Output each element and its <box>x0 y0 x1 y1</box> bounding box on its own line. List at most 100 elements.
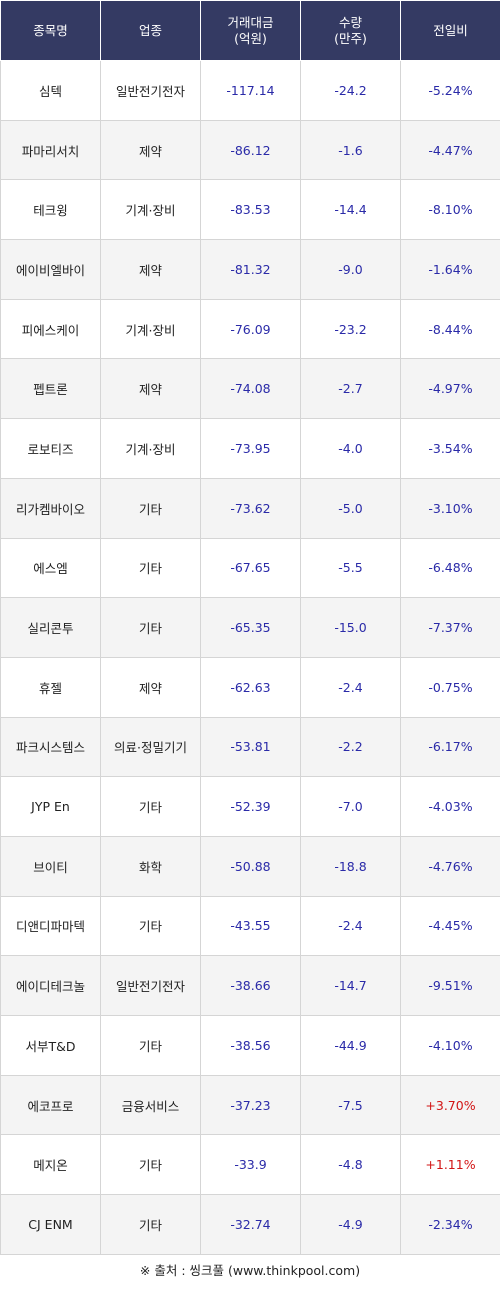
table-row: JYP En 기타 -52.39 -7.0 -4.03% <box>0 776 500 837</box>
change-cell: -3.54% <box>400 418 500 479</box>
amount-cell: -43.55 <box>200 895 301 957</box>
amount-cell: -86.12 <box>200 119 301 181</box>
sector-cell: 기타 <box>100 1134 201 1196</box>
table-row: 에이디테크놀 일반전기전자 -38.66 -14.7 -9.51% <box>0 955 500 1016</box>
volume-cell: -18.8 <box>300 835 401 897</box>
amount-cell: -74.08 <box>200 358 301 420</box>
stock-name-cell: 펩트론 <box>0 358 101 420</box>
volume-cell: -24.2 <box>300 60 401 121</box>
table-row: 리가켐바이오 기타 -73.62 -5.0 -3.10% <box>0 477 500 539</box>
change-cell: -4.03% <box>400 776 500 837</box>
volume-cell: -15.0 <box>300 597 401 658</box>
table-row: 펩트론 제약 -74.08 -2.7 -4.97% <box>0 358 500 420</box>
volume-cell: -4.8 <box>300 1134 401 1196</box>
amount-cell: -67.65 <box>200 537 301 599</box>
change-cell: -0.75% <box>400 656 500 718</box>
sector-cell: 제약 <box>100 656 201 718</box>
stock-name-cell: 디앤디파마텍 <box>0 895 101 957</box>
amount-cell: -73.95 <box>200 418 301 479</box>
table-row: 에스엠 기타 -67.65 -5.5 -6.48% <box>0 537 500 599</box>
volume-cell: -5.5 <box>300 537 401 599</box>
table-row: 심텍 일반전기전자 -117.14 -24.2 -5.24% <box>0 60 500 121</box>
header-amount-line1: 거래대금 <box>227 14 274 30</box>
sector-cell: 제약 <box>100 358 201 420</box>
volume-cell: -2.4 <box>300 895 401 957</box>
table-row: 에코프로 금융서비스 -37.23 -7.5 +3.70% <box>0 1074 500 1136</box>
change-cell: -2.34% <box>400 1194 500 1255</box>
stock-name-cell: 리가켐바이오 <box>0 477 101 539</box>
trading-table: 종목명 업종 거래대금 (억원) 수량 (만주) 전일비 심텍 일반전기전자 -117.… <box>0 0 500 1255</box>
stock-name-cell: 심텍 <box>0 60 101 121</box>
change-cell: +3.70% <box>400 1074 500 1136</box>
amount-cell: -65.35 <box>200 597 301 658</box>
change-cell: -4.76% <box>400 835 500 897</box>
table-row: 피에스케이 기계·장비 -76.09 -23.2 -8.44% <box>0 298 500 360</box>
amount-cell: -50.88 <box>200 835 301 897</box>
volume-cell: -4.0 <box>300 418 401 479</box>
table-row: 실리콘투 기타 -65.35 -15.0 -7.37% <box>0 597 500 658</box>
stock-name-cell: 에스엠 <box>0 537 101 599</box>
sector-cell: 일반전기전자 <box>100 60 201 121</box>
change-cell: -1.64% <box>400 239 500 300</box>
sector-cell: 기타 <box>100 1194 201 1255</box>
table-row: 브이티 화학 -50.88 -18.8 -4.76% <box>0 835 500 897</box>
volume-cell: -1.6 <box>300 119 401 181</box>
amount-cell: -83.53 <box>200 179 301 241</box>
sector-cell: 금융서비스 <box>100 1074 201 1136</box>
source-note: ※ 출처 : 씽크풀 (www.thinkpool.com) <box>139 1263 361 1278</box>
table-row: CJ ENM 기타 -32.74 -4.9 -2.34% <box>0 1194 500 1255</box>
change-cell: -6.48% <box>400 537 500 599</box>
table-row: 서부T&D 기타 -38.56 -44.9 -4.10% <box>0 1015 500 1076</box>
sector-cell: 기계·장비 <box>100 418 201 479</box>
stock-name-cell: CJ ENM <box>0 1194 101 1255</box>
sector-cell: 기타 <box>100 597 201 658</box>
sector-cell: 기계·장비 <box>100 179 201 241</box>
sector-cell: 화학 <box>100 835 201 897</box>
amount-cell: -38.66 <box>200 955 301 1016</box>
change-cell: -8.10% <box>400 179 500 241</box>
table-header: 종목명 업종 거래대금 (억원) 수량 (만주) 전일비 <box>0 0 500 61</box>
volume-cell: -2.4 <box>300 656 401 718</box>
change-cell: -4.45% <box>400 895 500 957</box>
header-change: 전일비 <box>400 0 500 61</box>
stock-name-cell: 에코프로 <box>0 1074 101 1136</box>
amount-cell: -53.81 <box>200 716 301 778</box>
table-row: 메지온 기타 -33.9 -4.8 +1.11% <box>0 1134 500 1196</box>
stock-name-cell: 로보티즈 <box>0 418 101 479</box>
volume-cell: -7.0 <box>300 776 401 837</box>
stock-name-cell: 휴젤 <box>0 656 101 718</box>
stock-name-cell: 에이디테크놀 <box>0 955 101 1016</box>
table-row: 파마리서치 제약 -86.12 -1.6 -4.47% <box>0 119 500 181</box>
stock-name-cell: 테크윙 <box>0 179 101 241</box>
change-cell: -4.10% <box>400 1015 500 1076</box>
change-cell: -7.37% <box>400 597 500 658</box>
header-volume: 수량 (만주) <box>300 0 401 61</box>
volume-cell: -5.0 <box>300 477 401 539</box>
amount-cell: -38.56 <box>200 1015 301 1076</box>
header-volume-line2: (만주) <box>334 30 367 46</box>
table-row: 디앤디파마텍 기타 -43.55 -2.4 -4.45% <box>0 895 500 957</box>
stock-name-cell: 메지온 <box>0 1134 101 1196</box>
volume-cell: -44.9 <box>300 1015 401 1076</box>
amount-cell: -37.23 <box>200 1074 301 1136</box>
amount-cell: -117.14 <box>200 60 301 121</box>
sector-cell: 기계·장비 <box>100 298 201 360</box>
table-row: 파크시스템스 의료·정밀기기 -53.81 -2.2 -6.17% <box>0 716 500 778</box>
header-row: 종목명 업종 거래대금 (억원) 수량 (만주) 전일비 <box>0 0 500 61</box>
sector-cell: 제약 <box>100 119 201 181</box>
sector-cell: 기타 <box>100 537 201 599</box>
amount-cell: -76.09 <box>200 298 301 360</box>
header-amount-line2: (억원) <box>234 30 267 46</box>
change-cell: -5.24% <box>400 60 500 121</box>
change-cell: -4.97% <box>400 358 500 420</box>
volume-cell: -14.7 <box>300 955 401 1016</box>
volume-cell: -23.2 <box>300 298 401 360</box>
change-cell: -8.44% <box>400 298 500 360</box>
sector-cell: 제약 <box>100 239 201 300</box>
stock-name-cell: 파크시스템스 <box>0 716 101 778</box>
volume-cell: -9.0 <box>300 239 401 300</box>
amount-cell: -81.32 <box>200 239 301 300</box>
amount-cell: -62.63 <box>200 656 301 718</box>
change-cell: -6.17% <box>400 716 500 778</box>
